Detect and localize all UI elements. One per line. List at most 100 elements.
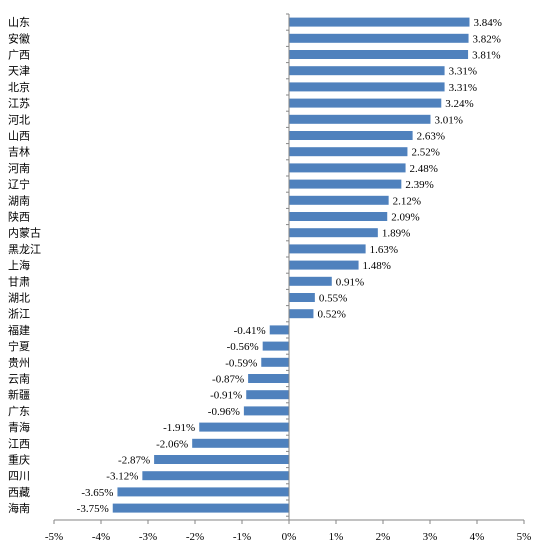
category-label: 湖北 [8, 292, 30, 305]
bar [154, 455, 289, 464]
category-label: 江西 [8, 437, 30, 450]
x-tick-label: 1% [329, 531, 344, 543]
data-label: 2.52% [411, 147, 439, 159]
category-label: 山西 [8, 130, 30, 143]
category-label: 河南 [8, 162, 30, 175]
bar [248, 374, 289, 383]
category-label: 陕西 [8, 210, 30, 224]
bar [289, 179, 402, 189]
x-tick-label: 0% [282, 531, 297, 543]
data-label: 1.63% [370, 244, 398, 256]
data-label: 2.63% [417, 131, 445, 143]
data-label: 0.91% [336, 276, 364, 288]
data-label: 3.24% [445, 98, 473, 110]
x-tick-label: 5% [517, 531, 532, 543]
bar [289, 50, 469, 59]
data-label: -0.87% [212, 374, 244, 386]
category-label: 广西 [8, 49, 30, 62]
category-label: 北京 [8, 80, 30, 94]
data-label: -3.75% [77, 503, 109, 515]
category-label: 贵州 [8, 356, 30, 369]
category-label: 海南 [8, 501, 30, 515]
data-label: 3.01% [434, 114, 462, 126]
category-label: 宁夏 [8, 339, 30, 353]
x-tick-label: -5% [45, 531, 63, 543]
category-label: 西藏 [8, 486, 30, 499]
category-label: 黑龙江 [8, 243, 41, 256]
axes-group: -5% -4% -3% -2% -1% 0% 1% 2% 3% 4% 5% [45, 13, 532, 543]
category-labels-group: 山东安徽广西天津北京江苏河北山西吉林河南辽宁湖南陕西内蒙古黑龙江上海甘肃湖北浙江… [8, 16, 41, 515]
data-label: 3.31% [449, 82, 477, 94]
data-label: 3.81% [472, 50, 500, 62]
category-label: 江苏 [8, 97, 30, 110]
bar [289, 276, 332, 286]
category-label: 吉林 [8, 145, 30, 159]
bar [289, 260, 359, 270]
x-tick-label: 3% [423, 531, 438, 543]
x-tick-label: -4% [92, 531, 110, 543]
bar [112, 503, 289, 513]
data-label: 1.48% [363, 260, 391, 272]
bar [142, 471, 289, 481]
data-label: 2.48% [410, 163, 438, 175]
bar [289, 228, 378, 238]
bar [289, 98, 442, 108]
category-label: 山东 [8, 16, 30, 29]
data-label: -0.56% [227, 341, 259, 353]
bar [262, 341, 289, 351]
category-label: 河北 [8, 113, 30, 126]
bar [289, 163, 406, 173]
x-tick-label: -3% [139, 531, 157, 543]
category-label: 云南 [8, 373, 30, 386]
bar [243, 406, 289, 416]
data-label: 3.84% [473, 17, 501, 29]
data-label: 0.52% [317, 309, 345, 321]
data-label: 0.55% [319, 293, 347, 305]
value-labels-group: 3.84% 3.82% 3.81% 3.31% 3.31% 3.24% 3.01% 2.63%… [77, 17, 502, 515]
category-label: 福建 [8, 323, 30, 337]
bar [289, 33, 469, 43]
category-label: 内蒙古 [8, 226, 41, 240]
data-label: -0.96% [208, 406, 240, 418]
data-label: -3.65% [81, 487, 113, 499]
data-label: -2.06% [156, 438, 188, 450]
category-label: 湖南 [8, 194, 30, 207]
bar [289, 244, 366, 254]
bar [117, 487, 289, 497]
category-label: 浙江 [8, 308, 30, 321]
data-label: 2.12% [393, 195, 421, 207]
category-label: 天津 [8, 65, 30, 78]
bar [289, 147, 408, 157]
bar [289, 309, 314, 319]
data-label: 3.82% [473, 33, 501, 45]
bar [269, 325, 289, 335]
x-tick-label: -2% [186, 531, 204, 543]
data-label: -0.91% [210, 390, 242, 402]
x-tick-label: 4% [470, 531, 485, 543]
category-label: 重庆 [8, 453, 30, 467]
data-label: 1.89% [382, 228, 410, 240]
category-label: 安徽 [8, 31, 30, 45]
bar [289, 131, 413, 140]
bar [289, 212, 388, 221]
data-label: -1.91% [163, 422, 195, 434]
bar [192, 438, 289, 448]
bar [261, 357, 289, 367]
data-label: -3.12% [106, 471, 138, 483]
category-label: 青海 [8, 420, 30, 434]
category-label: 辽宁 [8, 177, 30, 191]
bars-group [112, 17, 470, 513]
bar [199, 422, 289, 432]
bar [246, 390, 289, 400]
category-label: 广东 [8, 405, 30, 418]
category-label: 上海 [8, 258, 30, 272]
data-label: -0.41% [234, 325, 266, 337]
data-label: 2.09% [391, 212, 419, 224]
bar [289, 17, 470, 27]
bar [289, 114, 431, 124]
category-label: 甘肃 [8, 275, 30, 288]
data-label: 3.31% [449, 66, 477, 78]
bar [289, 82, 445, 92]
x-tick-label: -1% [233, 531, 251, 543]
data-label: -0.59% [225, 357, 257, 369]
